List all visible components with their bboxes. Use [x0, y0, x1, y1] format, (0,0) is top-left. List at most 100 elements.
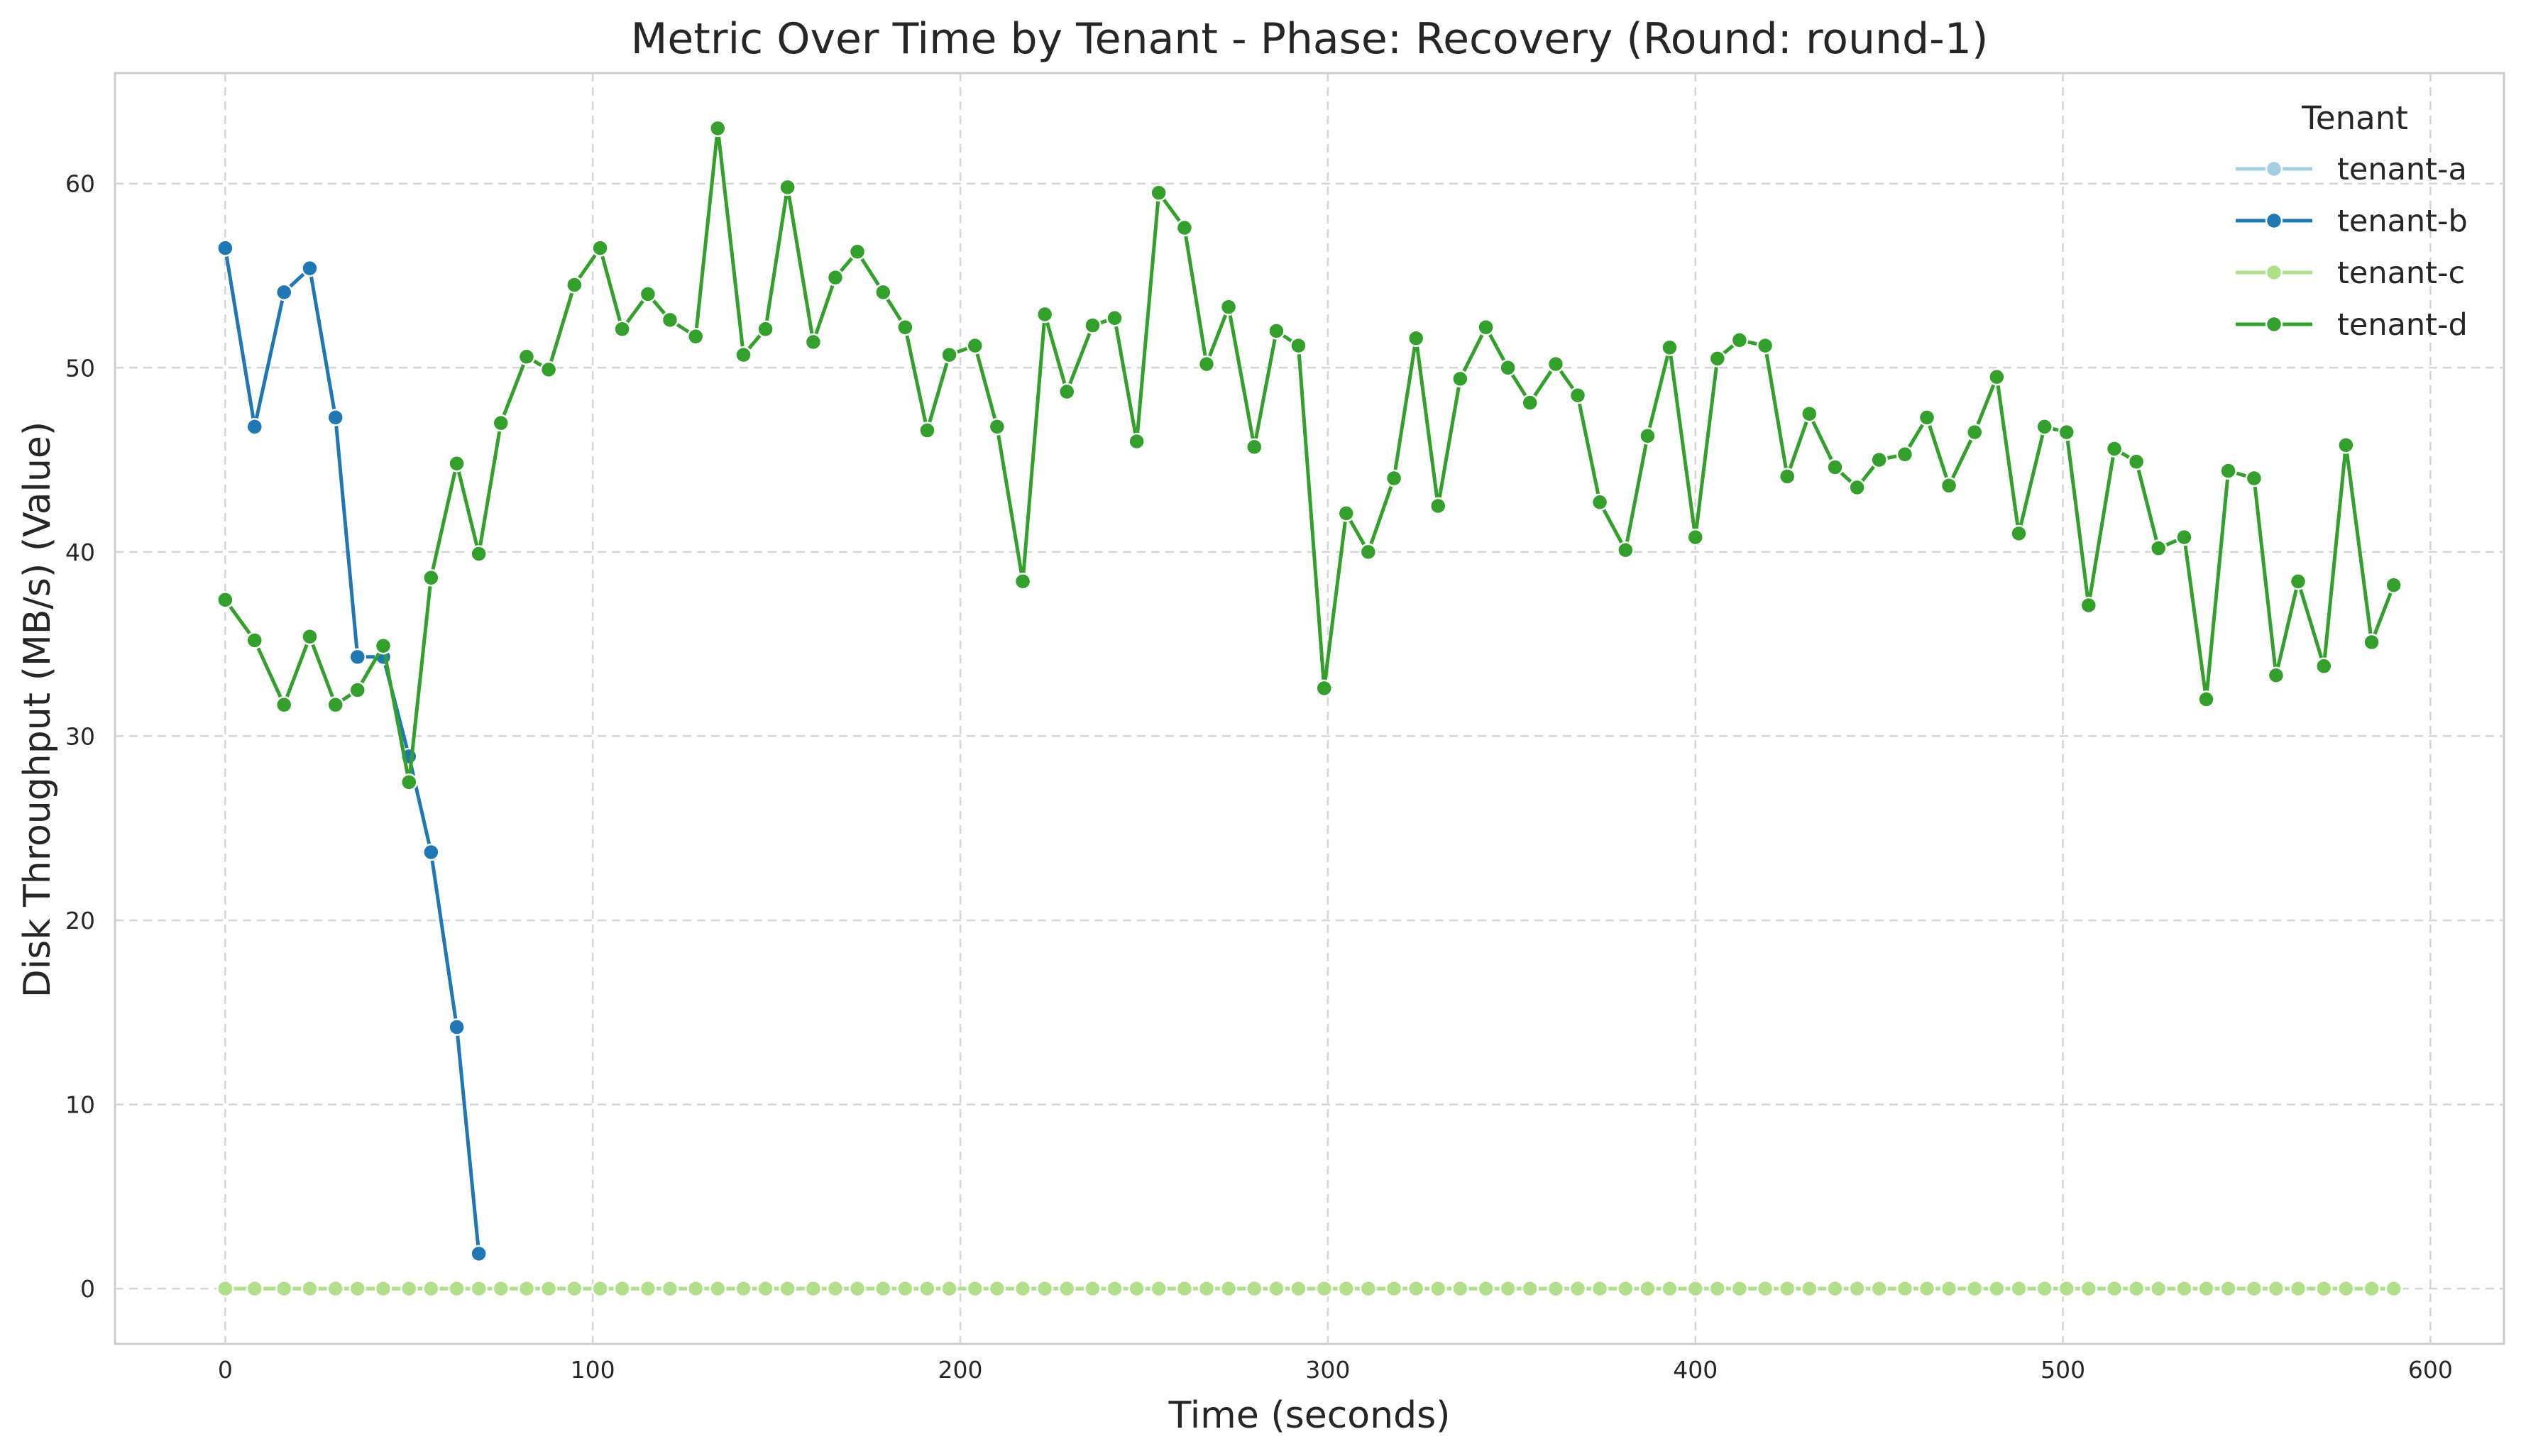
point-tenant-c-67	[1801, 1279, 1818, 1298]
point-tenant-d-27	[874, 283, 892, 302]
point-tenant-c-83	[2175, 1279, 2193, 1298]
point-tenant-d-23	[779, 178, 796, 197]
point-tenant-d-37	[1106, 309, 1124, 327]
point-tenant-d-53	[1477, 318, 1495, 336]
point-tenant-d-0	[216, 591, 234, 609]
point-tenant-d-52	[1451, 370, 1469, 388]
point-tenant-d-25	[826, 268, 845, 287]
point-tenant-d-32	[988, 418, 1006, 436]
point-tenant-d-91	[2363, 633, 2380, 651]
point-tenant-d-19	[686, 327, 705, 346]
point-tenant-b-1	[246, 418, 264, 436]
point-tenant-c-12	[517, 1279, 536, 1298]
point-tenant-c-73	[1940, 1279, 1958, 1298]
point-tenant-d-8	[422, 568, 440, 587]
point-tenant-d-51	[1429, 497, 1447, 515]
point-tenant-c-56	[1547, 1279, 1565, 1298]
point-tenant-c-85	[2219, 1279, 2237, 1298]
series-tenant-d	[216, 119, 2402, 791]
point-tenant-d-68	[1826, 458, 1844, 476]
point-tenant-d-77	[2036, 418, 2053, 436]
point-tenant-c-71	[1896, 1279, 1914, 1298]
point-tenant-c-21	[735, 1279, 752, 1298]
point-tenant-c-91	[2363, 1279, 2380, 1298]
point-tenant-c-80	[2105, 1279, 2124, 1298]
legend-title: Tenant	[2301, 99, 2408, 137]
legend-label-tenant-b: tenant-b	[2337, 204, 2468, 239]
point-tenant-d-87	[2267, 666, 2285, 685]
point-tenant-c-63	[1708, 1279, 1727, 1298]
point-tenant-d-61	[1661, 338, 1679, 357]
point-tenant-c-82	[2149, 1279, 2168, 1298]
point-tenant-d-17	[639, 285, 657, 303]
point-tenant-b-10	[470, 1245, 488, 1263]
point-tenant-d-30	[940, 346, 958, 364]
point-tenant-c-62	[1686, 1279, 1704, 1298]
point-tenant-d-57	[1569, 386, 1587, 404]
point-tenant-d-70	[1870, 451, 1888, 469]
point-tenant-d-44	[1268, 322, 1285, 340]
point-tenant-d-36	[1084, 316, 1102, 334]
y-axis-ticks: 0 10 20 30 40 50 60	[65, 170, 95, 1303]
point-tenant-d-6	[374, 636, 392, 655]
x-tick-label-200: 200	[938, 1356, 983, 1384]
point-tenant-d-72	[1918, 409, 1936, 426]
point-tenant-d-40	[1175, 219, 1194, 237]
x-tick-label-100: 100	[571, 1356, 615, 1384]
point-tenant-d-38	[1128, 432, 1146, 451]
point-tenant-d-76	[2010, 524, 2028, 543]
point-tenant-c-4	[326, 1279, 344, 1298]
point-tenant-c-55	[1521, 1279, 1539, 1298]
legend-item-tenant-b: tenant-b	[2236, 204, 2468, 239]
point-tenant-d-50	[1407, 329, 1425, 348]
point-tenant-c-79	[2080, 1279, 2098, 1298]
point-tenant-d-43	[1246, 438, 1263, 456]
point-tenant-c-72	[1918, 1279, 1936, 1298]
y-tick-label-10: 10	[65, 1091, 95, 1119]
point-tenant-c-84	[2197, 1279, 2215, 1298]
point-tenant-c-81	[2127, 1279, 2146, 1298]
point-tenant-c-18	[661, 1279, 679, 1298]
legend-label-tenant-c: tenant-c	[2337, 255, 2465, 291]
point-tenant-c-15	[591, 1279, 609, 1298]
point-tenant-c-76	[2010, 1279, 2028, 1298]
x-tick-label-600: 600	[2408, 1356, 2453, 1384]
point-tenant-d-31	[966, 336, 984, 355]
point-tenant-c-38	[1128, 1279, 1146, 1298]
point-tenant-d-10	[470, 545, 488, 563]
point-tenant-c-32	[988, 1279, 1006, 1298]
point-tenant-b-4	[326, 409, 344, 426]
point-tenant-d-18	[661, 311, 679, 329]
point-tenant-c-53	[1477, 1279, 1495, 1298]
point-tenant-c-75	[1988, 1279, 2006, 1298]
point-tenant-c-69	[1848, 1279, 1866, 1298]
point-tenant-d-26	[848, 243, 867, 261]
plot-area	[114, 72, 2505, 1345]
point-tenant-d-42	[1219, 298, 1238, 316]
point-tenant-d-54	[1499, 359, 1517, 377]
legend-label-tenant-d: tenant-d	[2337, 307, 2468, 343]
point-tenant-b-3	[301, 259, 319, 277]
legend-swatch-marker-tenant-a	[2265, 160, 2283, 178]
point-tenant-c-86	[2245, 1279, 2263, 1298]
y-tick-label-0: 0	[80, 1275, 95, 1303]
point-tenant-d-15	[591, 239, 609, 257]
point-tenant-d-85	[2219, 462, 2237, 480]
point-tenant-c-31	[966, 1279, 984, 1298]
point-tenant-d-71	[1896, 446, 1914, 463]
point-tenant-c-29	[918, 1279, 936, 1298]
point-tenant-d-90	[2337, 436, 2355, 454]
point-tenant-d-67	[1801, 404, 1818, 423]
legend-item-tenant-a: tenant-a	[2236, 152, 2467, 187]
point-tenant-c-77	[2036, 1279, 2053, 1298]
point-tenant-d-9	[448, 455, 466, 473]
point-tenant-c-89	[2315, 1279, 2333, 1298]
chart-title: Metric Over Time by Tenant - Phase: Reco…	[631, 14, 1989, 64]
point-tenant-c-33	[1014, 1279, 1032, 1298]
legend-swatch-marker-tenant-d	[2265, 315, 2283, 333]
point-tenant-d-58	[1591, 493, 1609, 512]
point-tenant-c-74	[1966, 1279, 1984, 1298]
point-tenant-c-40	[1175, 1279, 1194, 1298]
point-tenant-d-21	[735, 346, 752, 364]
point-tenant-d-46	[1315, 679, 1333, 697]
